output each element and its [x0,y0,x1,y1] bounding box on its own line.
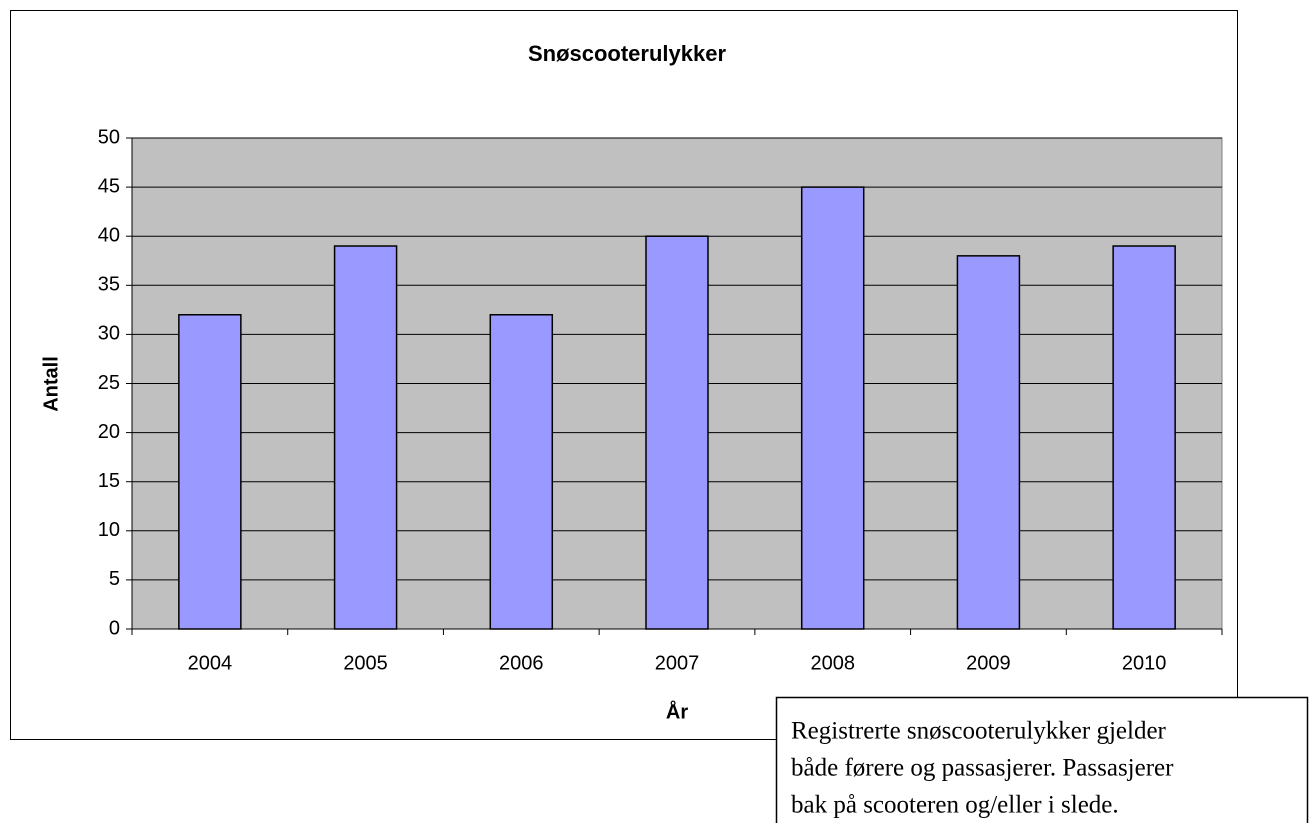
y-axis-label: Antall [40,356,62,412]
x-tick-label: 2005 [343,652,388,674]
bar [489,314,554,630]
x-tick-label: 2007 [655,652,700,674]
y-tick-label: 20 [98,421,120,443]
bar [956,255,1021,630]
bar [178,314,242,630]
y-tick-label: 50 [98,126,120,148]
bar [645,235,709,630]
x-tick-label: 2008 [810,652,855,674]
y-tick-label: 40 [98,224,120,246]
y-tick-label: 0 [109,617,120,639]
annotation-box [775,696,1309,823]
x-tick-label: 2006 [499,652,544,674]
y-tick-label: 45 [98,175,120,197]
y-tick-label: 35 [98,274,120,296]
x-tick-label: 2010 [1122,652,1167,674]
annotation-line: Registrerte snøscooterulykker gjelder [791,718,1167,745]
bar [800,186,865,630]
y-tick-label: 5 [109,568,120,590]
x-tick-label: 2009 [966,652,1011,674]
x-tick-label: 2004 [188,652,233,674]
y-tick-label: 15 [98,470,120,492]
bar [1112,245,1176,630]
annotation-line: både førere og passasjerer. Passasjerer [791,755,1174,782]
y-tick-label: 25 [98,372,120,394]
annotation-line: bak på scooteren og/eller i slede. [791,792,1119,819]
x-axis-label: År [666,699,688,723]
y-tick-label: 30 [98,323,120,345]
bar [333,245,398,630]
chart-title: Snøscooterulykker [528,41,727,66]
y-tick-label: 10 [98,519,120,541]
